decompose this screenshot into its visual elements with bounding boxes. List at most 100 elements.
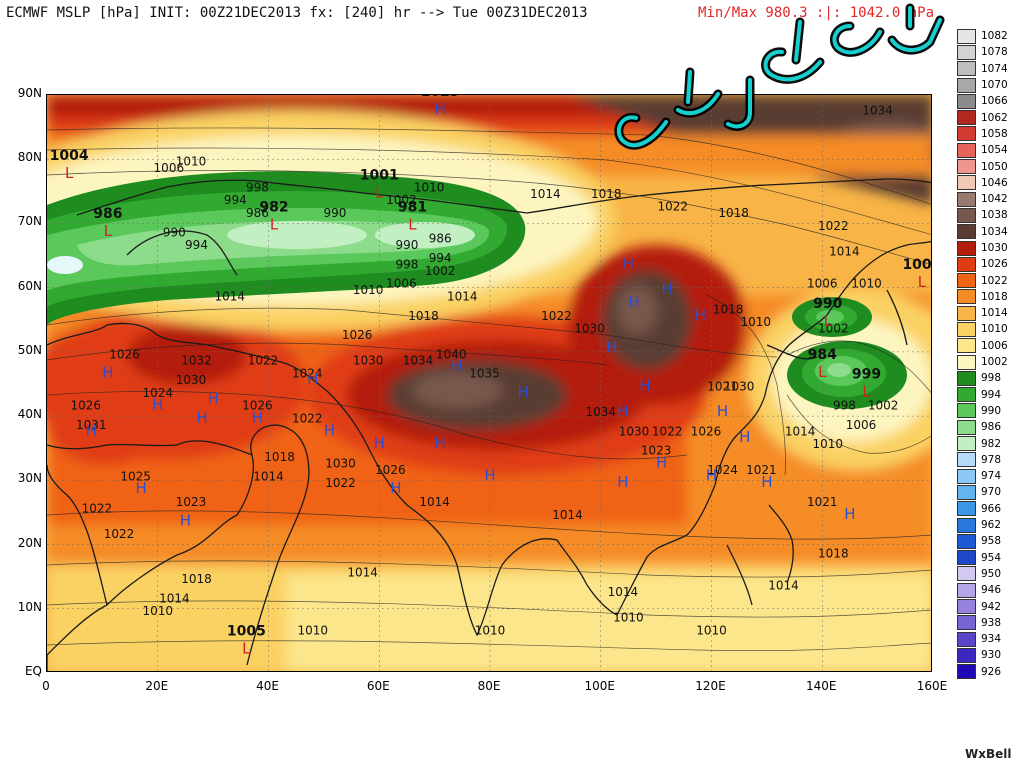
- legend-swatch: [957, 61, 976, 77]
- isobar-label: 1024: [707, 463, 738, 477]
- isobars: [47, 127, 931, 651]
- legend-label: 1058: [981, 127, 1008, 140]
- legend-swatch: [957, 289, 976, 305]
- isobar-label: 1022: [292, 412, 323, 426]
- legend-label: 926: [981, 665, 1002, 678]
- latitude-label: 70N: [17, 214, 42, 229]
- legend-label: 1018: [981, 290, 1008, 303]
- high-pressure-marker: H: [152, 396, 163, 414]
- isobar-label: 1010: [475, 623, 506, 637]
- isobar-label: 1010: [298, 623, 329, 637]
- high-pressure-marker: H: [623, 254, 634, 272]
- isobar-label: 1031: [76, 418, 107, 432]
- latitude-label: 30N: [17, 471, 42, 486]
- legend-item: 934: [957, 631, 1009, 647]
- isobar-label: 1030: [353, 354, 384, 368]
- pressure-map[interactable]: 1010 1006 998 994 990 986 990 994 1010 1002 986 990…: [46, 94, 932, 672]
- longitude-label: 160E: [916, 679, 948, 693]
- isobar-label: 1023: [641, 444, 672, 458]
- isobar-label: 1030: [574, 322, 605, 336]
- legend-item: 1022: [957, 272, 1009, 289]
- legend-label: 1066: [981, 95, 1008, 108]
- isobar-label: 1034: [585, 405, 616, 419]
- high-pressure-marker: H: [374, 434, 385, 452]
- legend-swatch: [957, 664, 976, 680]
- legend-swatch: [957, 436, 976, 452]
- high-pressure-marker: H: [761, 473, 772, 491]
- high-pressure-marker: H: [435, 100, 446, 118]
- low-pressure-marker: L: [862, 382, 871, 400]
- legend-item: 1002: [957, 354, 1009, 370]
- isobar-label: 1026: [375, 463, 406, 477]
- isobar-label: 1032: [181, 354, 212, 368]
- isobar-label: 1022: [104, 527, 135, 541]
- high-pressure-marker: H: [307, 370, 318, 388]
- low-pressure-marker: L: [824, 312, 833, 330]
- legend-swatch: [957, 550, 976, 566]
- legend-label: 1022: [981, 274, 1008, 287]
- legend-swatch: [957, 207, 976, 223]
- isobar-label: 1018: [718, 206, 749, 220]
- legend-item: 970: [957, 484, 1009, 500]
- longitude-label: 60E: [366, 679, 390, 693]
- isobar-label: 1010: [142, 604, 173, 618]
- isobar-label: 1006: [846, 418, 877, 432]
- legend-label: 1054: [981, 144, 1008, 157]
- isobar-label: 994: [185, 238, 208, 252]
- longitude-label: 40E: [256, 679, 279, 693]
- isobar-label: 1002: [818, 322, 849, 336]
- legend-item: 1054: [957, 142, 1009, 158]
- isobar-label: 994: [224, 193, 247, 207]
- center-value: 1001: [360, 167, 399, 183]
- legend-item: 962: [957, 517, 1009, 533]
- high-pressure-marker: H: [451, 357, 462, 375]
- legend-item: 978: [957, 452, 1009, 468]
- center-value: 990: [813, 296, 842, 312]
- isobar-label: 1018: [713, 302, 744, 316]
- isobar-label: 1026: [70, 399, 101, 413]
- legend-item: 1034: [957, 224, 1009, 240]
- latitude-label: 80N: [17, 150, 42, 165]
- isobar-label: 1022: [248, 354, 279, 368]
- isobar-label: 1030: [724, 379, 755, 393]
- isobar-label: 1010: [414, 180, 445, 194]
- legend-swatch: [957, 305, 976, 321]
- legend-label: 1026: [981, 258, 1008, 271]
- isobar-label: 1002: [868, 399, 899, 413]
- center-value: 984: [808, 347, 837, 363]
- high-pressure-marker: H: [717, 402, 728, 420]
- latitude-label: 60N: [17, 278, 42, 293]
- isobar-label: 1025: [120, 469, 151, 483]
- legend-item: 986: [957, 419, 1009, 435]
- legend-item: 966: [957, 501, 1009, 517]
- isobar-label: 998: [395, 257, 418, 271]
- pressure-centers: 1029H1004L986L982L1001L981L1001L990L984L…: [50, 95, 931, 657]
- isobar-label: 1014: [347, 566, 378, 580]
- isobar-label: 998: [246, 180, 269, 194]
- high-pressure-marker: H: [706, 466, 717, 484]
- wxbell-logo: WxBell: [965, 747, 1012, 761]
- high-pressure-marker: H: [390, 479, 401, 497]
- isobar-label: 1002: [386, 193, 417, 207]
- longitude-label: 140E: [806, 679, 837, 693]
- legend-label: 982: [981, 437, 1002, 450]
- legend-swatch: [957, 126, 976, 142]
- center-value: 999: [852, 366, 881, 382]
- isobar-label: 1010: [851, 277, 882, 291]
- high-pressure-marker: H: [324, 421, 335, 439]
- high-pressure-marker: H: [617, 473, 628, 491]
- high-pressure-marker: H: [656, 453, 667, 471]
- legend-label: 994: [981, 388, 1002, 401]
- legend-item: 998: [957, 370, 1009, 386]
- isobar-label: 1006: [386, 277, 417, 291]
- high-pressure-marker: H: [739, 428, 750, 446]
- legend-swatch: [957, 338, 976, 354]
- legend-swatch: [957, 159, 976, 175]
- legend-label: 954: [981, 551, 1002, 564]
- isobar-label: 1014: [530, 187, 561, 201]
- watermark-signature: [614, 3, 945, 150]
- legend-item: 1062: [957, 109, 1009, 126]
- legend-swatch: [957, 403, 976, 419]
- legend-swatch: [957, 647, 976, 663]
- legend-item: 1082: [957, 28, 1009, 44]
